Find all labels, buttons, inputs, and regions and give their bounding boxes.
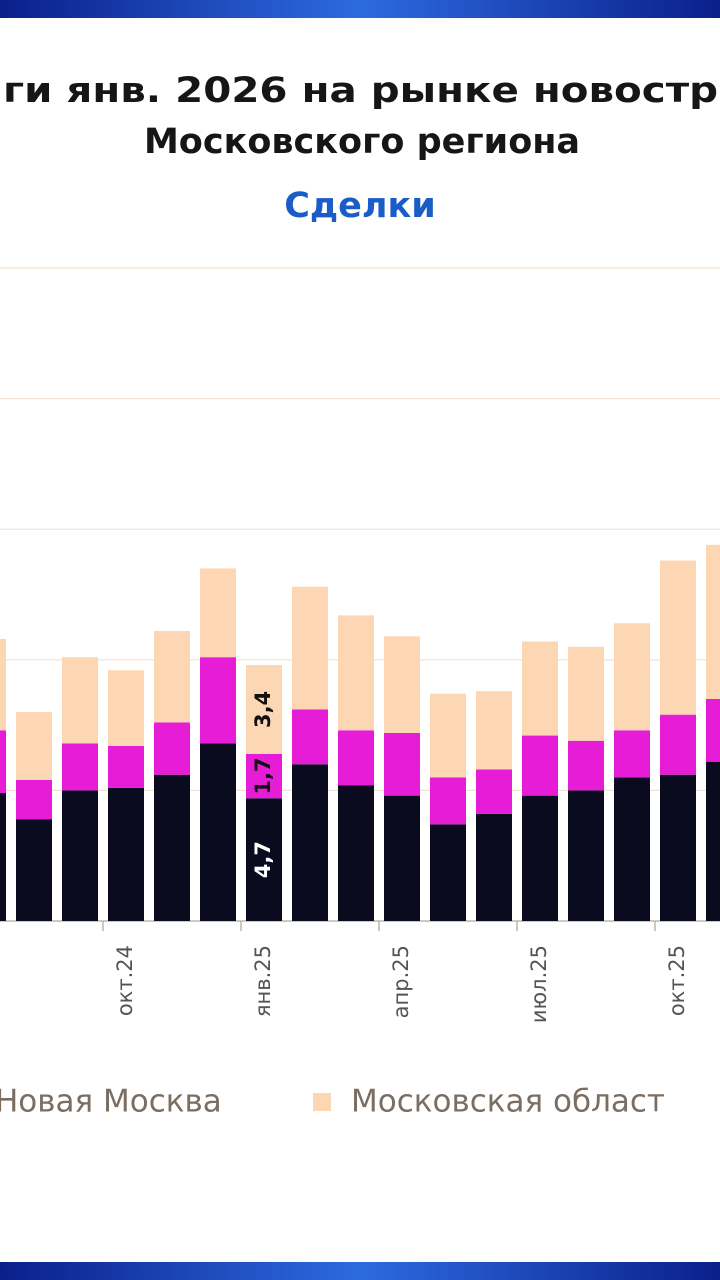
- bar-segment: [522, 735, 558, 796]
- bar-segment: [200, 568, 236, 658]
- x-tick-label: янв.25: [251, 945, 275, 1017]
- bar-segment: [660, 560, 696, 715]
- bar-segment: [522, 641, 558, 736]
- bar-segment: [108, 787, 144, 921]
- bar-segment: [246, 665, 282, 754]
- x-tick-label: апр.25: [389, 945, 413, 1018]
- bar-segment: [338, 730, 374, 786]
- bar-segment: [154, 774, 190, 921]
- bar-segment: [16, 712, 52, 780]
- bar-segment: [154, 631, 190, 723]
- bar-segment: [660, 774, 696, 921]
- bar-segment: [430, 824, 466, 921]
- x-tick-label: окт.25: [665, 945, 689, 1016]
- bar-segment: [614, 777, 650, 921]
- bar-segment: [154, 722, 190, 775]
- bar-segment: [476, 769, 512, 814]
- bar-segment: [246, 753, 282, 799]
- bar-segment: [62, 743, 98, 791]
- bar-segment: [16, 819, 52, 921]
- x-tick-label: июл.25: [527, 945, 551, 1023]
- bar-segment: [108, 745, 144, 788]
- legend-label: Московская област: [351, 1084, 665, 1120]
- bar-segment: [338, 615, 374, 731]
- chart-subtitle: Сделки: [284, 186, 436, 226]
- bar-segment: [16, 779, 52, 820]
- bar-segment: [476, 691, 512, 770]
- bar-segment: [614, 623, 650, 731]
- bar-segment: [62, 657, 98, 744]
- top-band: [0, 0, 720, 18]
- bar-segment: [292, 709, 328, 765]
- bar-segment: [0, 730, 6, 794]
- value-label: 1,7: [251, 757, 275, 794]
- bar-segment: [200, 743, 236, 921]
- bar-segment: [292, 586, 328, 710]
- x-tick-label: окт.24: [113, 945, 137, 1016]
- bar-segment: [660, 714, 696, 775]
- bar-segment: [0, 793, 6, 921]
- bar-segment: [522, 795, 558, 921]
- bar-segment: [614, 730, 650, 778]
- bottom-band: [0, 1262, 720, 1280]
- legend-swatch: [313, 1093, 331, 1111]
- bar-segment: [568, 646, 604, 741]
- bar-segment: [430, 693, 466, 778]
- bar-segment: [476, 813, 512, 921]
- value-label: 3,4: [251, 691, 275, 728]
- bar-segment: [568, 790, 604, 921]
- bar-segment: [246, 798, 282, 921]
- bar-segment: [568, 740, 604, 791]
- bar-segment: [430, 777, 466, 825]
- bar-segment: [0, 638, 6, 731]
- bar-segment: [108, 670, 144, 746]
- bar-segment: [384, 636, 420, 733]
- bar-segment: [338, 785, 374, 921]
- bar-segment: [62, 790, 98, 921]
- bar-segment: [706, 544, 720, 699]
- bar-segment: [384, 732, 420, 796]
- bar-segment: [292, 764, 328, 921]
- bar-segment: [384, 795, 420, 921]
- chart-title-line2: Московского региона: [144, 122, 580, 162]
- legend-label: Новая Москва: [0, 1084, 222, 1120]
- value-label: 4,7: [251, 841, 275, 878]
- chart-title: ги янв. 2026 на рынке новостр: [3, 71, 718, 111]
- bar-segment: [706, 761, 720, 921]
- bar-segment: [200, 657, 236, 744]
- bar-segment: [706, 698, 720, 762]
